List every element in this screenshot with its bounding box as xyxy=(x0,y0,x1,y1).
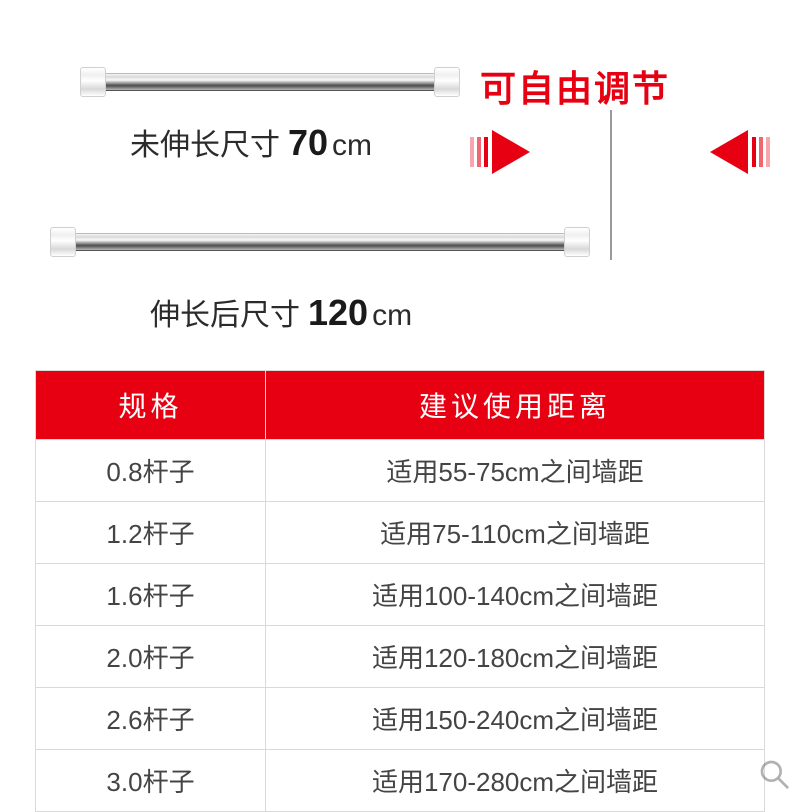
cell-range: 适用55-75cm之间墙距 xyxy=(266,440,765,502)
adjust-title: 可自由调节 xyxy=(480,60,670,112)
cell-spec: 3.0杆子 xyxy=(36,750,266,812)
cell-spec: 0.8杆子 xyxy=(36,440,266,502)
cell-spec: 1.2杆子 xyxy=(36,502,266,564)
product-diagram: 未伸长尺寸 70 cm 伸长后尺寸 120 cm 可自由调节 xyxy=(0,0,800,370)
arrow-right-icon xyxy=(470,130,530,174)
table-row: 3.0杆子 适用170-280cm之间墙距 xyxy=(36,750,765,812)
col-range: 建议使用距离 xyxy=(266,371,765,440)
short-size-label: 未伸长尺寸 70 cm xyxy=(130,120,372,164)
rod-endcap-right xyxy=(434,67,460,97)
cell-range: 适用75-110cm之间墙距 xyxy=(266,502,765,564)
long-size-text: 伸长后尺寸 xyxy=(150,290,300,334)
short-size-text: 未伸长尺寸 xyxy=(130,120,280,164)
col-spec: 规格 xyxy=(36,371,266,440)
long-size-unit: cm xyxy=(372,299,412,333)
rod-tube xyxy=(76,233,564,251)
table-row: 2.0杆子 适用120-180cm之间墙距 xyxy=(36,626,765,688)
rod-endcap-right xyxy=(564,227,590,257)
long-size-label: 伸长后尺寸 120 cm xyxy=(150,290,412,334)
rod-endcap-left xyxy=(50,227,76,257)
table-row: 1.2杆子 适用75-110cm之间墙距 xyxy=(36,502,765,564)
cell-spec: 1.6杆子 xyxy=(36,564,266,626)
rod-long xyxy=(50,230,590,254)
cell-spec: 2.6杆子 xyxy=(36,688,266,750)
rod-tube xyxy=(106,73,434,91)
long-size-value: 120 xyxy=(308,292,368,334)
cell-range: 适用100-140cm之间墙距 xyxy=(266,564,765,626)
adjust-arrows xyxy=(470,130,770,174)
magnifier-icon xyxy=(758,758,790,790)
cell-range: 适用120-180cm之间墙距 xyxy=(266,626,765,688)
spec-table: 规格 建议使用距离 0.8杆子 适用55-75cm之间墙距 1.2杆子 适用75… xyxy=(35,370,765,812)
table-row: 2.6杆子 适用150-240cm之间墙距 xyxy=(36,688,765,750)
arrow-left-icon xyxy=(710,130,770,174)
table-row: 0.8杆子 适用55-75cm之间墙距 xyxy=(36,440,765,502)
rod-endcap-left xyxy=(80,67,106,97)
short-size-unit: cm xyxy=(332,129,372,163)
table-row: 1.6杆子 适用100-140cm之间墙距 xyxy=(36,564,765,626)
cell-range: 适用150-240cm之间墙距 xyxy=(266,688,765,750)
short-size-value: 70 xyxy=(288,122,328,164)
table-header-row: 规格 建议使用距离 xyxy=(36,371,765,440)
extension-guide-line xyxy=(610,110,612,260)
rod-short xyxy=(80,70,460,94)
adjust-title-area: 可自由调节 xyxy=(480,60,670,112)
cell-range: 适用170-280cm之间墙距 xyxy=(266,750,765,812)
cell-spec: 2.0杆子 xyxy=(36,626,266,688)
